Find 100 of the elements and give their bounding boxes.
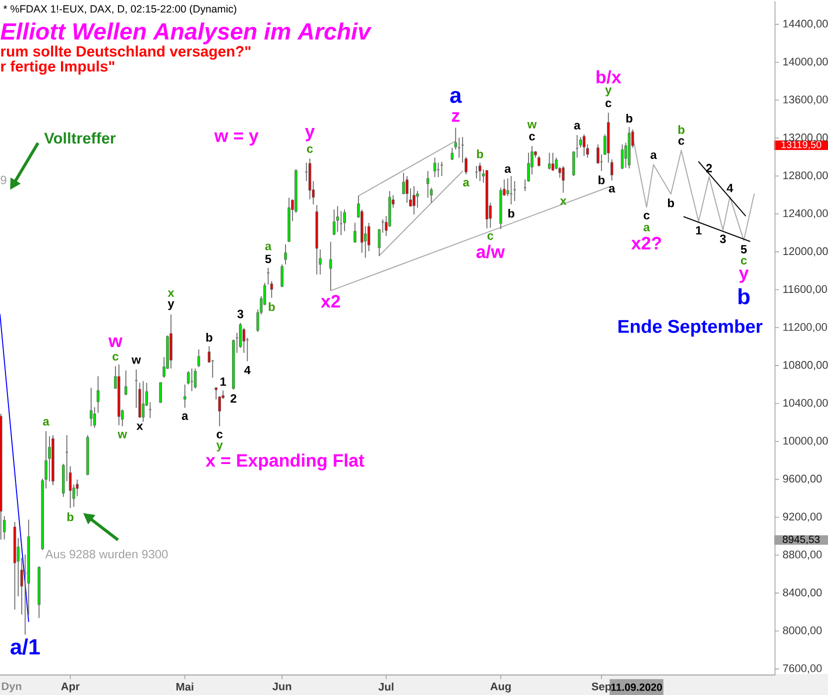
annotation: c <box>678 138 684 145</box>
candlestick <box>548 152 551 170</box>
annotation: c <box>529 134 535 140</box>
y-tick-label: 10400,00 <box>783 398 828 408</box>
annotation: b <box>626 114 632 123</box>
candlestick <box>318 248 322 275</box>
annotation: y <box>168 301 174 310</box>
candlestick <box>582 134 586 157</box>
annotation: b <box>678 125 684 134</box>
y-tick-label: 8400,00 <box>783 588 822 598</box>
annotation: a <box>265 244 272 250</box>
candlestick <box>197 349 200 368</box>
annotation: 1 <box>220 378 226 386</box>
annotation: w <box>527 122 537 128</box>
candlestick <box>339 210 343 236</box>
annotation: 1 <box>696 226 702 234</box>
annotation: y <box>304 128 315 142</box>
candlestick <box>402 172 405 195</box>
annotation: y <box>738 270 749 283</box>
y-tick-label: 14400,00 <box>783 20 828 29</box>
candlestick <box>336 206 340 232</box>
annotation: a/w <box>476 244 505 258</box>
annotation: b <box>668 198 674 208</box>
candlestick <box>124 370 128 396</box>
annotation: w <box>108 338 122 348</box>
candlestick <box>90 387 93 427</box>
annotation: a <box>450 90 462 103</box>
candlestick <box>159 382 162 404</box>
candlestick <box>142 380 145 422</box>
candlestick <box>343 208 346 232</box>
annotation: a <box>463 180 470 186</box>
y-tick-label: 10800,00 <box>783 361 828 370</box>
annotation: 3 <box>237 310 244 318</box>
text: 13119,50 <box>782 141 822 150</box>
x-tick-label: Sep <box>592 682 612 693</box>
text: 11.09.2020 <box>611 683 662 691</box>
y-tick-label: 8800,00 <box>783 550 822 560</box>
y-tick-label: 10000,00 <box>783 436 828 446</box>
candlestick <box>450 147 454 161</box>
annotation: b <box>508 208 514 218</box>
candlestick <box>426 170 430 198</box>
annotation: b/x <box>596 70 622 84</box>
annotation: b <box>477 149 484 158</box>
x-tick-label: Mai <box>176 682 194 691</box>
x-tick-label: Jul <box>378 682 394 691</box>
annotation: c <box>112 354 118 361</box>
candlestick <box>433 157 436 178</box>
annotation: y <box>605 88 612 96</box>
annotation: c <box>216 432 223 438</box>
candlestick <box>76 479 79 497</box>
annotation: a/1 <box>10 638 40 655</box>
annotation: b <box>598 176 605 184</box>
annotation: 3 <box>720 234 726 244</box>
annotation: a <box>182 413 188 420</box>
annotation: a <box>608 186 616 193</box>
x-tick-label: Apr <box>61 682 80 692</box>
annotation: y <box>216 442 223 452</box>
y-tick-label: 8000,00 <box>783 626 822 636</box>
annotation: Aus 9288 wurden 9300 <box>45 550 168 558</box>
annotation: c <box>606 100 612 108</box>
annotation: a <box>504 166 512 173</box>
annotation: c <box>487 233 494 240</box>
candlestick <box>96 376 100 414</box>
y-tick-label: 12000,00 <box>783 247 828 256</box>
annotation: w <box>132 357 141 364</box>
y-tick-label: 12400,00 <box>783 209 828 218</box>
y-tick-label: 9600,00 <box>783 474 822 484</box>
candlestick <box>551 152 554 172</box>
annotation: b <box>206 332 212 342</box>
annotation: c <box>740 258 747 265</box>
annotation: a <box>650 152 657 160</box>
candlestick <box>412 186 416 215</box>
y-tick-label: 14000,00 <box>783 58 828 67</box>
candlestick <box>194 368 197 389</box>
annotation: b <box>67 512 74 522</box>
text: 8945,53 <box>782 536 820 544</box>
annotation: Volltreffer <box>44 132 116 144</box>
annotation: 9 <box>0 176 6 184</box>
annotation: a <box>644 224 650 232</box>
candlestick <box>329 241 332 291</box>
candlestick <box>284 244 287 265</box>
text: Elliott Wellen Analysen im Archiv <box>0 22 372 44</box>
annotation: c <box>306 146 313 153</box>
candlestick <box>378 228 381 257</box>
annotation: w = y <box>214 132 259 146</box>
candlestick <box>406 176 408 204</box>
candlestick <box>354 222 356 244</box>
y-tick-label: 11600,00 <box>783 285 827 294</box>
x-tick-label: Aug <box>490 682 511 692</box>
annotation: Ende September <box>618 319 762 337</box>
annotation: * %FDAX 1!-EUX, DAX, D, 02:15-22:00 (Dynamic) <box>3 4 236 15</box>
annotation: x <box>560 198 566 205</box>
y-tick-label: 13600,00 <box>783 96 828 105</box>
candlestick <box>183 384 186 408</box>
y-tick-label: 7600,00 <box>783 664 822 674</box>
annotation: 4 <box>244 366 251 374</box>
text: rum sollte Deutschland versagen?" <box>1 46 250 60</box>
annotation: a <box>43 419 50 426</box>
y-tick-label: 9200,00 <box>783 512 822 522</box>
annotation: c <box>644 212 650 220</box>
